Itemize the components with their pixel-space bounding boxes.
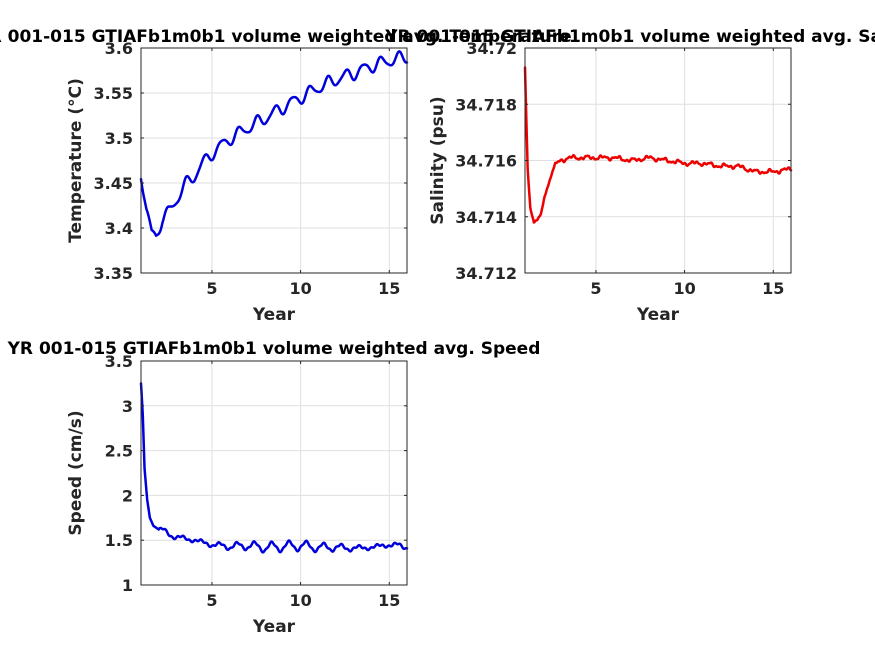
x-tick-label: 5: [206, 591, 217, 610]
y-tick-label: 34.712: [455, 264, 517, 283]
x-tick-label: 15: [378, 591, 400, 610]
x-tick-label: 5: [590, 279, 601, 298]
x-tick-label: 15: [378, 279, 400, 298]
salinity-xlabel: Year: [636, 305, 680, 325]
speed-plot-area: [141, 361, 407, 585]
y-tick-label: 34.72: [466, 39, 517, 58]
x-tick-label: 5: [206, 279, 217, 298]
speed-series: [139, 382, 409, 554]
y-tick-label: 3.35: [94, 264, 133, 283]
temperature-axes-frame: [140, 47, 408, 274]
salinity-title: YR 001-015 GTIAFb1m0b1 volume weighted a…: [384, 27, 875, 47]
speed-panel: 5 10 15 1 1.5 2 2.5 3 3.5 YR 001-015 GTIAFb1m0b1…: [7, 339, 541, 637]
y-tick-label: 2.5: [105, 442, 133, 461]
speed-grid: [141, 361, 407, 585]
y-tick-label: 34.716: [455, 152, 517, 171]
series-line: [523, 66, 793, 224]
y-tick-label: 1: [122, 576, 133, 595]
y-tick-label: 3.5: [105, 129, 133, 148]
y-tick-label: 3.5: [105, 352, 133, 371]
series-line: [139, 50, 409, 237]
y-tick-label: 3.4: [105, 219, 133, 238]
temperature-xlabel: Year: [252, 305, 296, 325]
y-tick-label: 34.714: [455, 208, 517, 227]
x-tick-label: 10: [289, 279, 311, 298]
temperature-ylabel: Temperature (°C): [66, 78, 86, 243]
speed-axes-frame: [140, 360, 408, 586]
salinity-panel: 5 10 15 34.712 34.714 34.716 34.718 34.72 YR 00…: [384, 27, 875, 325]
y-tick-label: 2: [122, 486, 133, 505]
speed-title: YR 001-015 GTIAFb1m0b1 volume weighted a…: [7, 339, 541, 359]
y-tick-label: 3: [122, 397, 133, 416]
y-tick-label: 3.45: [94, 174, 133, 193]
salinity-ylabel: Salinity (psu): [428, 96, 448, 224]
y-tick-label: 3.6: [105, 39, 133, 58]
speed-ylabel: Speed (cm/s): [66, 410, 86, 535]
temperature-ticks: 5 10 15 3.35 3.4 3.45 3.5 3.55 3.6: [94, 39, 407, 298]
salinity-series: [523, 66, 793, 224]
x-tick-label: 10: [673, 279, 695, 298]
temperature-panel: 5 10 15 3.35 3.4 3.45 3.5 3.55 3.6 YR 001-015 GT…: [0, 27, 572, 325]
y-tick-label: 1.5: [105, 531, 133, 550]
temperature-plot-area: [141, 48, 407, 273]
y-tick-label: 34.718: [455, 95, 517, 114]
x-tick-label: 10: [289, 591, 311, 610]
series-line: [139, 382, 409, 554]
speed-ticks: 5 10 15 1 1.5 2 2.5 3 3.5: [105, 352, 407, 610]
y-tick-label: 3.55: [94, 84, 133, 103]
temperature-grid: [141, 48, 407, 273]
temperature-title: YR 001-015 GTIAFb1m0b1 volume weighted a…: [0, 27, 572, 47]
speed-xlabel: Year: [252, 617, 296, 637]
temperature-series: [139, 50, 409, 237]
x-tick-label: 15: [762, 279, 784, 298]
salinity-ticks: 5 10 15 34.712 34.714 34.716 34.718 34.72: [455, 39, 791, 298]
